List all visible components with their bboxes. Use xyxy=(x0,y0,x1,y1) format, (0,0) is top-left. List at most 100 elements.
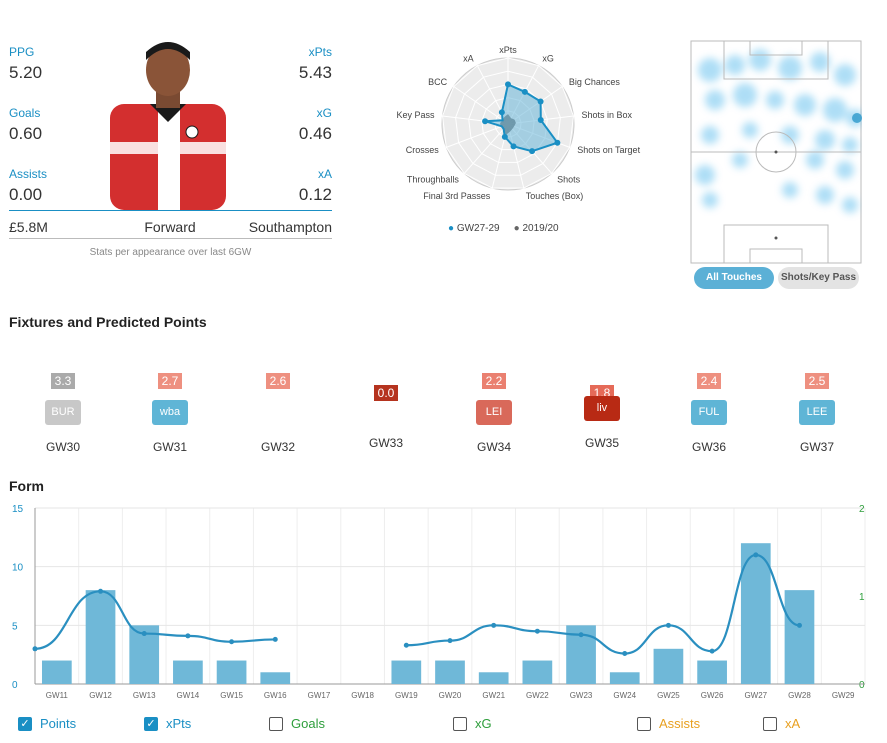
radar-axis-label: xG xyxy=(542,53,554,63)
radar-point xyxy=(498,109,505,116)
fixtures-title: Fixtures and Predicted Points xyxy=(9,314,207,330)
form-chart: 0 5 10 15 0 1 2 GW11 GW12 GW13 GW14 GW15 GW16 GW17 GW1… xyxy=(12,504,866,700)
checkbox[interactable]: ✓ xyxy=(18,716,32,731)
points-bar xyxy=(260,672,291,684)
radar-axis-label: Shots in Box xyxy=(581,110,632,120)
goals-label: Goals xyxy=(9,106,41,120)
player-team: Southampton xyxy=(248,219,332,235)
opponent-badge[interactable]: LEI xyxy=(476,400,512,425)
radar-axis-label: Touches (Box) xyxy=(526,191,584,201)
x-tick-label: GW24 xyxy=(613,691,636,700)
checkbox[interactable] xyxy=(763,716,777,731)
radar-axis-label: xPts xyxy=(499,45,517,55)
xpts-point xyxy=(796,622,802,628)
tab-all-touches[interactable]: All Touches xyxy=(694,267,774,289)
radar-point xyxy=(482,118,489,125)
player-photo xyxy=(110,42,226,210)
xpts-point xyxy=(753,552,759,558)
x-tick-label: GW17 xyxy=(308,691,331,700)
xg-label: xG xyxy=(316,106,332,120)
tab-shots-key-pass[interactable]: Shots/Key Pass xyxy=(778,267,859,289)
points-bar xyxy=(216,660,247,684)
predicted-points: 2.7 xyxy=(157,373,183,389)
legend-label: Points xyxy=(40,716,77,731)
y-tick-label: 0 xyxy=(12,680,18,691)
form-title: Form xyxy=(9,478,44,494)
x-tick-label: GW11 xyxy=(46,691,69,700)
gameweek-label: GW32 xyxy=(260,440,295,454)
legend-label: Goals xyxy=(291,716,325,731)
legend-toggle-xa[interactable]: xA xyxy=(763,716,800,731)
radar-legend: ● GW27-29 ● 2019/20 xyxy=(448,223,559,234)
points-bar xyxy=(478,672,509,684)
radar-legend-current[interactable]: ● GW27-29 xyxy=(448,223,500,234)
xpts-point xyxy=(665,622,671,628)
checkbox[interactable]: ✓ xyxy=(144,716,158,731)
xpts-point xyxy=(578,632,584,638)
radar-axis-label: Big Chances xyxy=(569,77,621,87)
y2-tick-label: 2 xyxy=(859,504,865,515)
xa-label: xA xyxy=(317,167,332,181)
checkbox[interactable] xyxy=(453,716,467,731)
points-bar xyxy=(391,660,422,684)
y2-tick-label: 0 xyxy=(859,680,865,691)
opponent-badge[interactable]: liv xyxy=(584,396,620,421)
y-tick-label: 15 xyxy=(12,504,24,515)
checkbox[interactable] xyxy=(637,716,651,731)
assists-label: Assists xyxy=(9,167,48,181)
legend-toggle-xpts[interactable]: ✓ xPts xyxy=(144,716,191,731)
xpts-label: xPts xyxy=(308,45,332,59)
x-tick-label: GW20 xyxy=(439,691,462,700)
legend-label: xA xyxy=(785,716,801,731)
fixture-gw36: 2.4 FUL GW36 xyxy=(679,370,739,454)
x-tick-label: GW23 xyxy=(570,691,593,700)
radar-point xyxy=(521,88,528,95)
legend-toggle-xg[interactable]: xG xyxy=(453,716,492,731)
points-bar xyxy=(697,660,727,684)
opponent-badge[interactable]: wba xyxy=(152,400,188,425)
x-tick-label: GW22 xyxy=(526,691,549,700)
xa-value: 0.12 xyxy=(298,185,332,204)
radar-axis-label: BCC xyxy=(428,77,448,87)
radar-point xyxy=(505,81,511,88)
legend-toggle-assists[interactable]: Assists xyxy=(637,716,700,731)
xg-value: 0.46 xyxy=(298,124,332,143)
x-tick-label: GW29 xyxy=(832,691,855,700)
xpts-point xyxy=(272,636,278,642)
xpts-point xyxy=(622,650,628,656)
xpts-point xyxy=(32,646,38,652)
gameweek-label: GW30 xyxy=(45,440,80,454)
legend-toggle-goals[interactable]: Goals xyxy=(269,716,325,731)
ppg-value: 5.20 xyxy=(9,63,43,82)
assists-value: 0.00 xyxy=(9,185,43,204)
opponent-badge[interactable]: LEE xyxy=(799,400,835,425)
xpts-point xyxy=(534,628,540,634)
radar-point xyxy=(510,143,517,150)
xpts-point xyxy=(491,622,497,628)
points-bar xyxy=(784,590,815,684)
points-bar xyxy=(41,660,72,684)
legend-label: Assists xyxy=(659,716,701,731)
opponent-badge[interactable]: FUL xyxy=(691,400,727,425)
checkbox[interactable] xyxy=(269,716,283,731)
x-tick-label: GW15 xyxy=(220,691,243,700)
radar-point xyxy=(529,148,536,155)
points-bar xyxy=(435,660,465,684)
points-bar xyxy=(522,660,553,684)
points-bar xyxy=(653,648,684,684)
fixture-gw32: 2.6 GW32 xyxy=(248,370,308,454)
radar-legend-prev[interactable]: ● 2019/20 xyxy=(513,223,559,234)
fixture-gw30: 3.3 BUR GW30 xyxy=(33,370,93,454)
gameweek-label: GW36 xyxy=(691,440,726,454)
stats-caption: Stats per appearance over last 6GW xyxy=(89,247,252,258)
radar-axis-label: Key Pass xyxy=(397,110,436,120)
xpts-point xyxy=(403,642,409,648)
gameweek-label: GW31 xyxy=(152,440,187,454)
opponent-badge[interactable]: BUR xyxy=(45,400,81,425)
radar-point xyxy=(537,117,544,124)
xpts-point xyxy=(709,648,715,654)
legend-toggle-points[interactable]: ✓ Points xyxy=(18,716,76,731)
gameweek-label: GW33 xyxy=(368,436,403,450)
xpts-value: 5.43 xyxy=(298,63,332,82)
predicted-points: 2.4 xyxy=(696,373,722,389)
